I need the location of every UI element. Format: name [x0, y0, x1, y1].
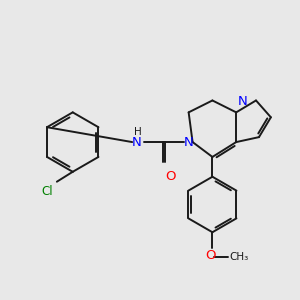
Text: O: O	[166, 170, 176, 183]
Text: CH₃: CH₃	[229, 252, 248, 262]
Text: N: N	[184, 136, 194, 148]
Text: N: N	[131, 136, 141, 148]
Text: N: N	[238, 95, 248, 108]
Text: H: H	[134, 127, 142, 137]
Text: Cl: Cl	[41, 185, 53, 198]
Text: O: O	[205, 249, 216, 262]
